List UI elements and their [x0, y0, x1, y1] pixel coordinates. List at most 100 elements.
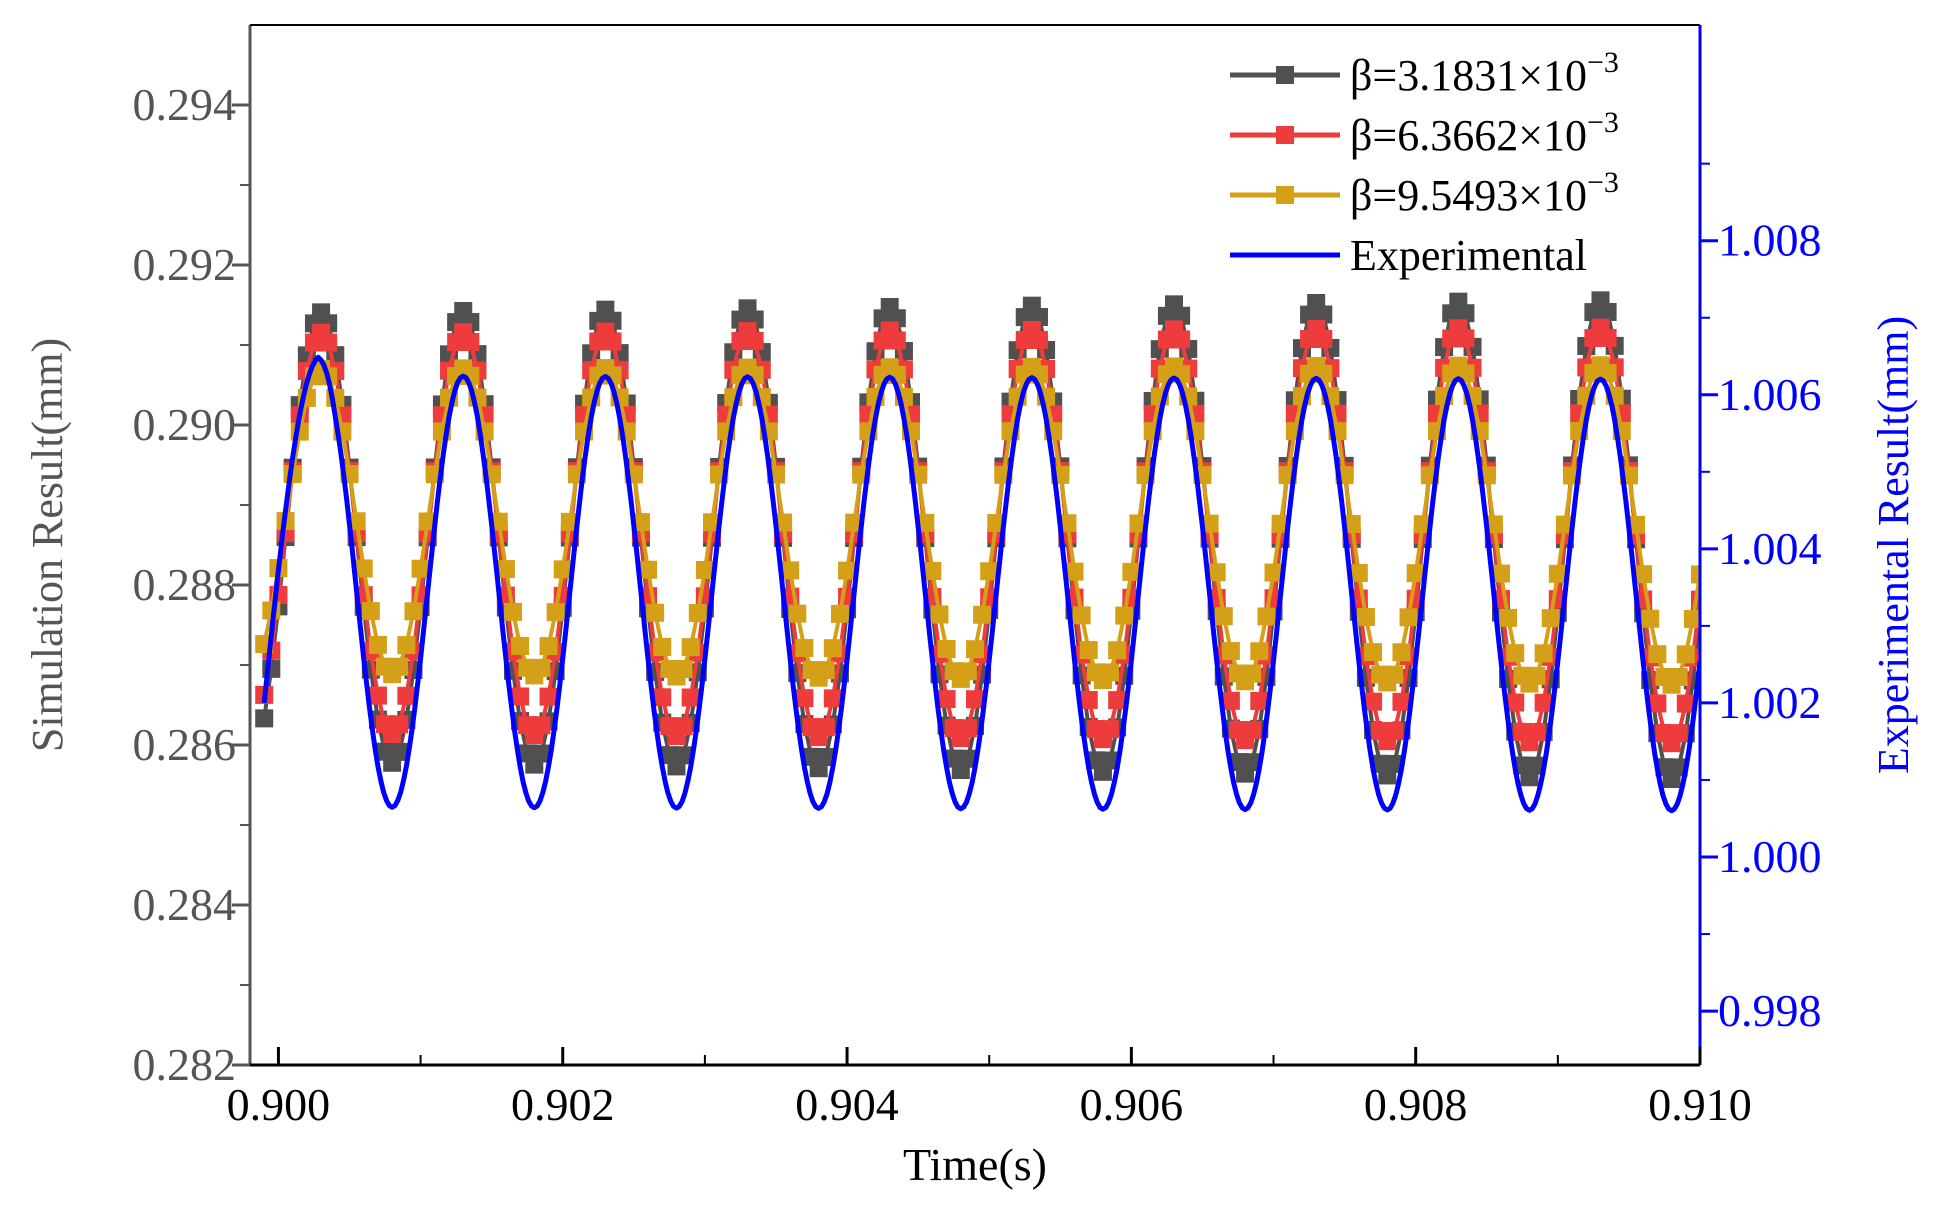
series-1-marker	[368, 686, 387, 705]
series-1-marker	[1648, 694, 1667, 713]
series-1-marker	[1527, 723, 1546, 742]
series-2-marker	[1534, 644, 1553, 663]
series-2-marker	[923, 562, 942, 581]
series-2-marker	[1406, 564, 1425, 583]
series-2-marker	[503, 602, 522, 621]
series-2-marker	[681, 638, 700, 657]
series-2-marker	[1676, 645, 1695, 664]
series-1-marker	[1250, 691, 1269, 710]
series-3-line	[261, 354, 1700, 814]
legend-label: β=3.1831×10−3	[1350, 46, 1619, 100]
y-right-tick-label: 1.004	[1718, 523, 1822, 574]
series-1-marker	[1108, 691, 1127, 710]
series-0-marker	[1101, 751, 1120, 770]
series-2-marker	[1641, 609, 1660, 628]
series-1-marker	[966, 690, 984, 709]
series-2-marker	[1072, 606, 1091, 625]
x-tick-label: 0.902	[511, 1079, 615, 1130]
series-0-marker	[958, 749, 977, 768]
series-2-marker	[1108, 641, 1127, 660]
legend-label: β=6.3662×10−3	[1350, 106, 1619, 160]
series-2-marker	[1399, 608, 1418, 627]
series-1-marker	[390, 715, 409, 734]
legend-label: Experimental	[1350, 231, 1587, 280]
series-3	[261, 354, 1700, 814]
series-2-marker	[674, 660, 693, 679]
series-2-marker	[916, 513, 935, 532]
series-0-marker	[390, 742, 409, 761]
x-tick-label: 0.906	[1080, 1079, 1184, 1130]
series-2-marker	[1634, 565, 1653, 584]
series-1-marker	[745, 331, 764, 350]
series-2-marker	[958, 662, 977, 681]
series-1-marker	[1314, 329, 1333, 348]
series-2-marker	[1079, 641, 1098, 660]
y-left-tick-label: 0.292	[133, 239, 237, 290]
series-2-marker	[1264, 563, 1283, 582]
series-2-marker	[639, 560, 658, 579]
y-right-tick-label: 1.008	[1718, 215, 1822, 266]
y-left-tick-label: 0.290	[133, 399, 237, 450]
series-2-marker	[1243, 664, 1262, 683]
series-2-marker	[838, 561, 857, 580]
series-1-marker	[1101, 720, 1120, 739]
legend-entry-0: β=3.1831×10−3	[1230, 46, 1619, 100]
series-2-marker	[980, 562, 999, 581]
series-2-marker	[546, 603, 565, 622]
series-1-marker	[1029, 330, 1048, 349]
series-2-marker	[646, 603, 665, 622]
series-2-marker	[966, 640, 984, 659]
legend-swatch-marker	[1276, 186, 1294, 204]
series-1-marker	[603, 332, 622, 351]
series-2-marker	[1101, 663, 1120, 682]
series-2-marker	[845, 513, 864, 532]
series-2-marker	[823, 639, 842, 658]
series-2-marker	[830, 604, 849, 623]
series-1-marker	[674, 717, 693, 736]
series-0-marker	[816, 748, 835, 767]
series-1-marker	[1243, 721, 1262, 740]
series-0-marker	[1172, 306, 1191, 325]
series-1-marker	[461, 332, 480, 351]
y-axis-left-label: Simulation Result(mm)	[23, 338, 72, 752]
series-2-marker	[1257, 607, 1276, 626]
series-1-marker	[539, 687, 558, 706]
series-2-marker	[788, 604, 807, 623]
series-2-marker	[390, 657, 409, 676]
series-2-marker	[1356, 608, 1375, 627]
series-2-marker	[1499, 608, 1518, 627]
series-0-marker	[1456, 304, 1475, 323]
series-2-marker	[781, 561, 800, 580]
series-1-marker	[1221, 691, 1240, 710]
series-0-marker	[1243, 753, 1262, 772]
series-1-marker	[816, 718, 835, 737]
series-2-marker	[361, 602, 380, 621]
x-tick-label: 0.904	[795, 1079, 899, 1130]
axes-layer: 0.900 0.902 0.904 0.906 0.908 0.910 0.282 0.284…	[133, 24, 1822, 1130]
y-left-tick-label: 0.294	[133, 79, 237, 130]
series-1-marker	[511, 687, 530, 706]
y-left-tick-label: 0.284	[133, 879, 237, 930]
series-1-marker	[1172, 330, 1191, 349]
series-1-marker	[937, 690, 956, 709]
series-2-marker	[631, 513, 650, 532]
series-0-marker	[1314, 305, 1333, 324]
series-2-marker	[1065, 562, 1084, 581]
series-2-marker	[1221, 642, 1240, 661]
series-0-marker	[255, 709, 274, 728]
series-2-marker	[937, 640, 956, 659]
series-1-marker	[532, 716, 551, 735]
legend-entry-3: Experimental	[1230, 231, 1587, 280]
x-tick-label: 0.900	[227, 1079, 331, 1130]
series-2-marker	[1385, 665, 1404, 684]
series-1-marker	[1669, 724, 1688, 743]
series-2-marker	[688, 604, 707, 623]
series-2-marker	[930, 605, 949, 624]
series-2-marker	[532, 658, 551, 677]
series-1-marker	[681, 688, 700, 707]
series-1-marker	[397, 686, 416, 705]
series-1-marker	[1534, 693, 1553, 712]
series-2-marker	[973, 605, 992, 624]
series-1-marker	[1506, 693, 1525, 712]
